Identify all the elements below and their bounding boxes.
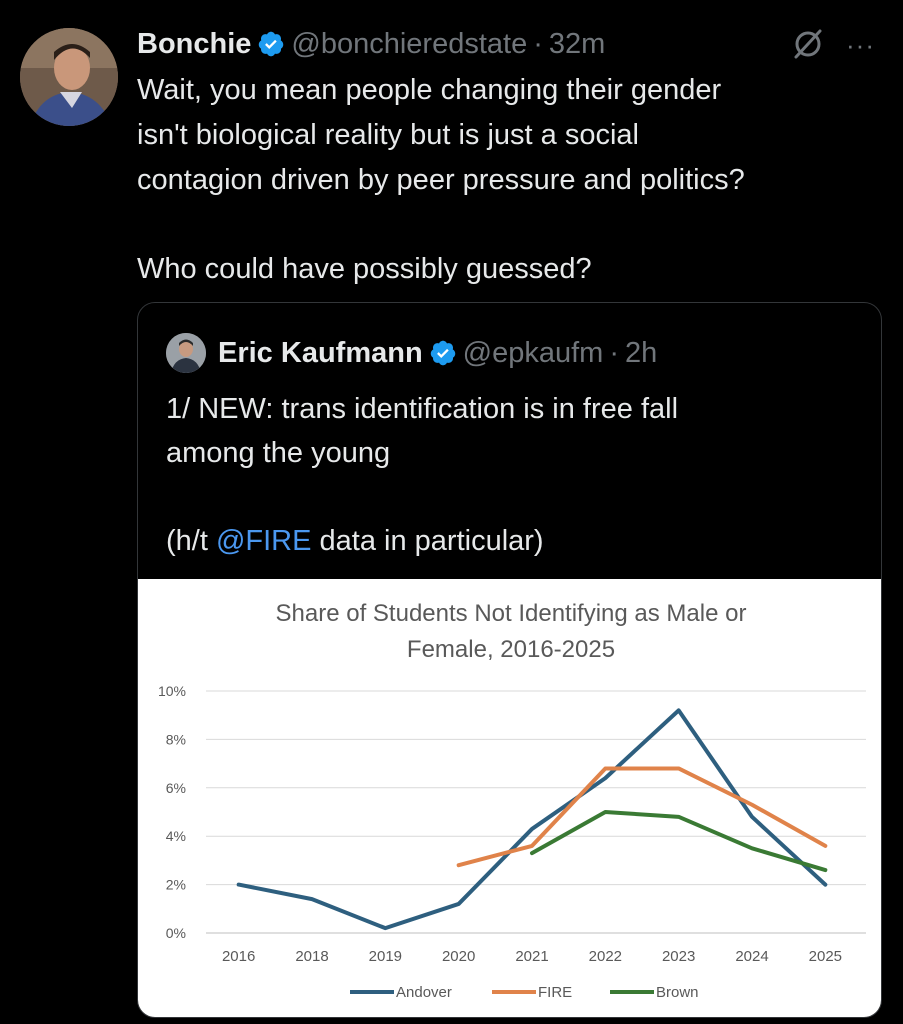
- more-options-icon[interactable]: ···: [846, 30, 875, 60]
- quoted-avatar[interactable]: [166, 333, 206, 373]
- series-line-fire: [456, 766, 828, 868]
- y-tick-label: 10%: [158, 683, 186, 699]
- line-chart: Share of Students Not Identifying as Mal…: [158, 600, 866, 1001]
- legend-label: Andover: [396, 984, 452, 1001]
- tweet-text-line: isn't biological reality but is just a s…: [137, 119, 639, 151]
- y-tick-label: 6%: [166, 780, 186, 796]
- chart-title-line: Female, 2016-2025: [407, 636, 615, 663]
- y-tick-label: 4%: [166, 828, 186, 844]
- quoted-text-line: among the young: [166, 437, 391, 469]
- timestamp[interactable]: 32m: [548, 27, 606, 60]
- series-line-brown: [530, 810, 828, 873]
- hat-tip-prefix: (h/t: [166, 525, 216, 557]
- separator-dot: ·: [533, 27, 543, 60]
- tweet-text-line: Who could have possibly guessed?: [137, 253, 592, 285]
- chart-title-line: Share of Students Not Identifying as Mal…: [276, 600, 747, 627]
- x-tick-label: 2018: [295, 948, 328, 965]
- quoted-timestamp[interactable]: 2h: [625, 336, 658, 369]
- x-tick-label: 2023: [662, 948, 695, 965]
- chart-image[interactable]: Share of Students Not Identifying as Mal…: [138, 579, 881, 1017]
- hat-tip-suffix: data in particular): [311, 525, 544, 557]
- mention-link[interactable]: @FIRE: [215, 525, 312, 557]
- x-tick-label: 2019: [369, 948, 402, 965]
- series-line-andover: [236, 708, 828, 931]
- quoted-author-handle[interactable]: @epkaufm: [462, 336, 604, 369]
- quoted-text-line: 1/ NEW: trans identification is in free …: [166, 393, 679, 425]
- author-name[interactable]: Bonchie: [137, 27, 252, 60]
- quoted-author-name[interactable]: Eric Kaufmann: [218, 336, 423, 369]
- avatar-photo: [20, 28, 118, 126]
- quoted-tweet-text: 1/ NEW: trans identification is in free …: [166, 387, 866, 563]
- tweet-header: Bonchie @bonchieredstate · 32m: [137, 24, 605, 64]
- quoted-tweet-header: Eric Kaufmann @epkaufm · 2h: [166, 331, 657, 375]
- quoted-avatar-photo: [166, 333, 206, 373]
- x-tick-label: 2025: [809, 948, 842, 965]
- legend-label: FIRE: [538, 984, 572, 1001]
- y-tick-label: 0%: [166, 925, 186, 941]
- separator-dot: ·: [609, 336, 620, 369]
- x-tick-label: 2020: [442, 948, 475, 965]
- x-tick-label: 2024: [735, 948, 768, 965]
- y-tick-label: 2%: [166, 877, 186, 893]
- tweet-text-line: Wait, you mean people changing their gen…: [137, 74, 722, 106]
- legend-label: Brown: [656, 984, 699, 1001]
- grok-icon[interactable]: [790, 26, 826, 62]
- quoted-text-line: (h/t @FIRE data in particular): [166, 519, 866, 563]
- tweet-text-line: contagion driven by peer pressure and po…: [137, 164, 745, 196]
- verified-badge-icon[interactable]: [429, 339, 457, 367]
- y-tick-label: 8%: [166, 731, 186, 747]
- avatar[interactable]: [20, 28, 118, 126]
- author-handle[interactable]: @bonchieredstate: [291, 27, 528, 60]
- quoted-tweet[interactable]: Eric Kaufmann @epkaufm · 2h 1/ NEW: tran…: [137, 302, 882, 1018]
- x-tick-label: 2021: [515, 948, 548, 965]
- x-tick-label: 2022: [589, 948, 622, 965]
- tweet-text: Wait, you mean people changing their gen…: [137, 68, 877, 292]
- x-tick-label: 2016: [222, 948, 255, 965]
- verified-badge-icon[interactable]: [257, 30, 285, 58]
